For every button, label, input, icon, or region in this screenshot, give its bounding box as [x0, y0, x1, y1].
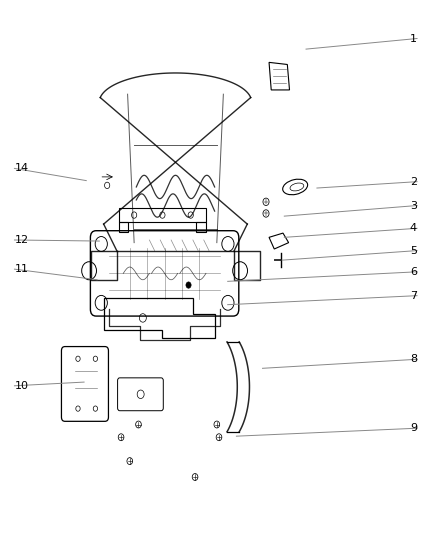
Text: 1: 1	[410, 34, 417, 44]
Text: 4: 4	[410, 223, 417, 233]
Text: 3: 3	[410, 200, 417, 211]
Text: 11: 11	[14, 264, 28, 274]
Text: 6: 6	[410, 267, 417, 277]
Text: 5: 5	[410, 246, 417, 256]
Circle shape	[186, 282, 191, 288]
Text: 2: 2	[410, 176, 417, 187]
Text: 9: 9	[410, 423, 417, 433]
Text: 10: 10	[14, 381, 28, 391]
Text: 7: 7	[410, 290, 417, 301]
Text: 12: 12	[14, 235, 28, 245]
Text: 8: 8	[410, 354, 417, 364]
Text: 14: 14	[14, 164, 28, 173]
